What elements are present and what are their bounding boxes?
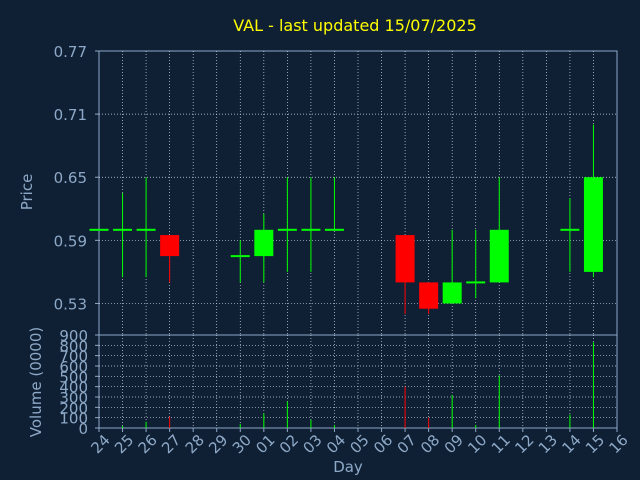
x-tick-label: 09 xyxy=(441,431,467,457)
candle-body xyxy=(136,228,156,231)
x-tick-label: 13 xyxy=(535,431,561,457)
price-tick-label: 0.65 xyxy=(54,169,87,187)
candle-body xyxy=(254,229,274,257)
volume-tick-label: 600 xyxy=(59,358,88,376)
x-tick-label: 10 xyxy=(464,431,490,457)
x-tick-label: 04 xyxy=(323,431,349,457)
x-tick-label: 08 xyxy=(417,431,443,457)
volume-tick-label: 700 xyxy=(59,348,88,366)
volume-tick-label: 0 xyxy=(78,420,88,438)
x-tick-label: 28 xyxy=(182,431,208,457)
x-tick-label: 30 xyxy=(229,431,255,457)
volume-tick-label: 100 xyxy=(59,410,88,428)
candle-body xyxy=(395,235,415,283)
volume-tick-label: 300 xyxy=(59,389,88,407)
price-axis-label: Price xyxy=(18,174,36,211)
x-tick-label: 25 xyxy=(111,431,137,457)
price-panel: 0.77 0.71 0.65 0.59 0.53 xyxy=(54,43,618,336)
candle-body xyxy=(230,255,250,258)
x-tick-label: 01 xyxy=(252,431,278,457)
volume-tick-label: 400 xyxy=(59,379,88,397)
candle-body xyxy=(113,228,133,231)
candle-body xyxy=(89,228,109,231)
candle-body xyxy=(583,177,603,272)
x-tick-label: 14 xyxy=(558,431,584,457)
x-tick-label: 06 xyxy=(370,431,396,457)
price-tick-label: 0.53 xyxy=(54,295,87,313)
x-axis-ticks: 2425262728293001020304050607080910111213… xyxy=(88,428,632,457)
candle-body xyxy=(560,228,580,231)
candle-body xyxy=(324,228,344,231)
candle-body xyxy=(160,235,180,257)
volume-tick-label: 200 xyxy=(59,399,88,417)
x-tick-label: 07 xyxy=(394,431,420,457)
candle-body xyxy=(301,228,321,231)
candle-body xyxy=(419,282,439,309)
x-tick-label: 15 xyxy=(582,431,608,457)
x-tick-label: 26 xyxy=(135,431,161,457)
candle-body xyxy=(442,282,462,304)
candle-body xyxy=(277,228,297,231)
price-tick-label: 0.77 xyxy=(54,43,87,61)
x-tick-label: 24 xyxy=(88,431,114,457)
chart-title: VAL - last updated 15/07/2025 xyxy=(233,16,477,35)
x-tick-label: 16 xyxy=(606,431,632,457)
x-tick-label: 05 xyxy=(347,431,373,457)
x-tick-label: 27 xyxy=(158,431,184,457)
x-tick-label: 12 xyxy=(511,431,537,457)
x-tick-label: 11 xyxy=(488,431,514,457)
price-tick-label: 0.71 xyxy=(54,106,87,124)
x-tick-label: 29 xyxy=(205,431,231,457)
price-tick-label: 0.59 xyxy=(54,232,87,250)
volume-frame xyxy=(98,334,618,429)
volume-tick-label: 500 xyxy=(59,368,88,386)
candle-body xyxy=(489,229,509,283)
volume-axis-label: Volume (0000) xyxy=(27,327,45,437)
x-tick-label: 02 xyxy=(276,431,302,457)
volume-tick-label: 800 xyxy=(59,337,88,355)
day-axis-label: Day xyxy=(333,458,363,476)
x-tick-label: 03 xyxy=(299,431,325,457)
volume-tick-label: 900 xyxy=(59,327,88,345)
candle-body xyxy=(466,281,486,284)
